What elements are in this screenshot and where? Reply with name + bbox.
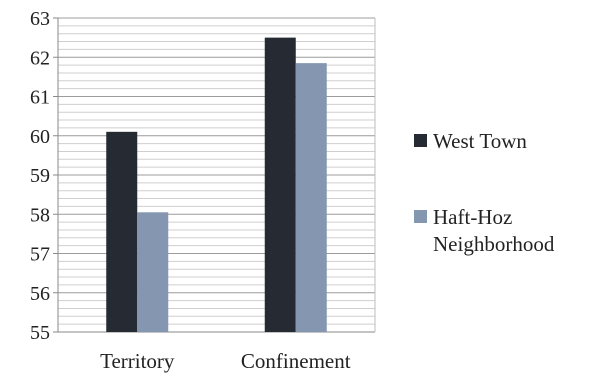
y-tick-label: 55	[30, 322, 50, 344]
bars	[106, 37, 327, 332]
legend: West Town Haft-Hoz Neighborhood	[414, 129, 555, 256]
bar-west-town-territory	[106, 131, 138, 332]
grid-lines	[58, 17, 375, 333]
y-tick-label: 57	[30, 244, 50, 266]
bar-west-town-confinement	[264, 37, 296, 332]
legend-label: West Town	[433, 129, 527, 153]
category-label: Confinement	[241, 349, 351, 373]
legend-label: Haft-Hoz	[433, 205, 512, 229]
category-label: Territory	[100, 349, 175, 373]
bar-haft-hoz-neighborhood-territory	[137, 212, 169, 332]
legend-swatch	[414, 210, 427, 223]
y-tick-label: 61	[30, 87, 50, 109]
y-tick-labels: 55 56 57 58 59 60 61 62 63	[30, 8, 50, 344]
category-labels: Territory Confinement	[100, 349, 351, 373]
legend-swatch	[414, 134, 427, 147]
y-tick-label: 63	[30, 8, 50, 30]
bar-haft-hoz-neighborhood-confinement	[295, 63, 327, 332]
y-tick-label: 58	[30, 204, 50, 226]
y-tick-label: 56	[30, 283, 50, 305]
y-tick-label: 62	[30, 47, 50, 69]
legend-label: Neighborhood	[433, 232, 555, 256]
y-tick-label: 60	[30, 126, 50, 148]
y-tick-label: 59	[30, 165, 50, 187]
